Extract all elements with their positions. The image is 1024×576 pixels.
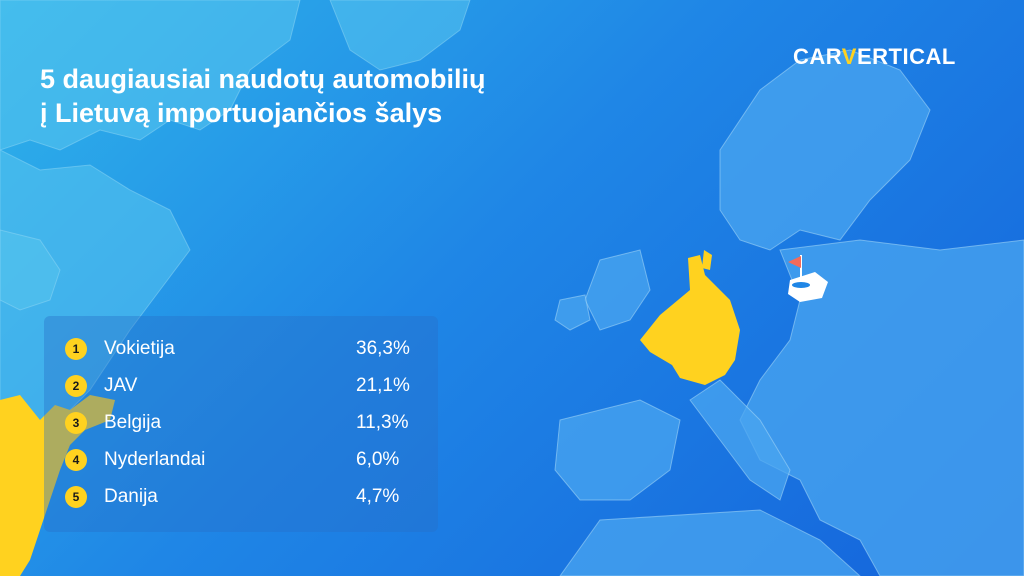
logo-part-1: CAR — [793, 44, 842, 69]
denmark-highlight — [702, 250, 712, 270]
share-value: 36,3% — [356, 338, 410, 359]
country-name: Belgija — [104, 412, 162, 433]
ranking-row: 5 Danija 4,7% — [44, 482, 438, 519]
ranking-panel: 1 Vokietija 36,3% 2 JAV 21,1% 3 Belgija … — [44, 316, 438, 532]
carvertical-logo: CARVERTICAL — [793, 44, 956, 70]
country-name: Nyderlandai — [104, 449, 206, 470]
ranking-list: 1 Vokietija 36,3% 2 JAV 21,1% 3 Belgija … — [44, 316, 438, 519]
rank-number-badge: 5 — [65, 486, 87, 508]
title-line-1: 5 daugiausiai naudotų automobilių — [40, 64, 486, 94]
country-name: Vokietija — [104, 338, 175, 359]
country-name: JAV — [104, 375, 138, 396]
germany-highlight — [640, 255, 740, 385]
lithuania-shape — [788, 272, 828, 302]
title-line-2: į Lietuvą importuojančios šalys — [40, 98, 443, 128]
ranking-row: 2 JAV 21,1% — [44, 371, 438, 408]
country-name: Danija — [104, 486, 158, 507]
rank-number-badge: 2 — [65, 375, 87, 397]
usa-highlight — [0, 395, 115, 576]
logo-part-3: ERTICAL — [856, 44, 956, 69]
share-value: 21,1% — [356, 375, 410, 396]
rank-number-badge: 4 — [65, 449, 87, 471]
share-value: 4,7% — [356, 486, 400, 507]
logo-part-2: V — [841, 44, 857, 69]
rank-number-badge: 1 — [65, 338, 87, 360]
ranking-row: 4 Nyderlandai 6,0% — [44, 445, 438, 482]
rank-number-badge: 3 — [65, 412, 87, 434]
share-value: 6,0% — [356, 449, 400, 470]
share-value: 11,3% — [356, 412, 409, 433]
ranking-row: 1 Vokietija 36,3% — [44, 334, 438, 371]
europe-landmass — [554, 49, 1024, 576]
flag-icon — [788, 255, 810, 288]
ranking-row: 3 Belgija 11,3% — [44, 408, 438, 445]
page-title: 5 daugiausiai naudotų automobilių į Liet… — [40, 62, 600, 130]
